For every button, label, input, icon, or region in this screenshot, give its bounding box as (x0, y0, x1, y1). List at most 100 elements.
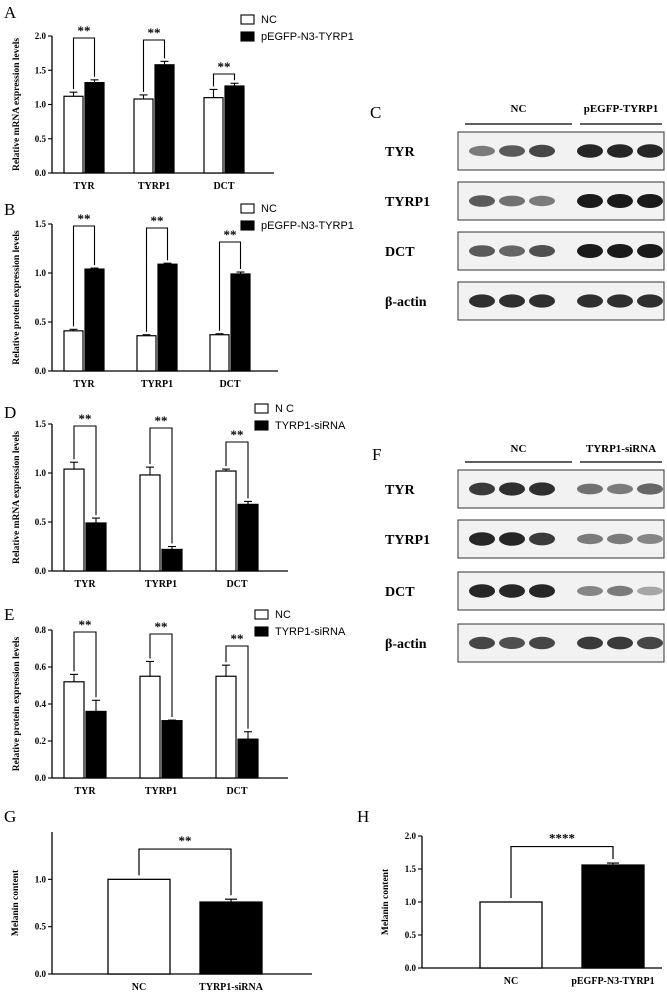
bar-treatment (85, 710, 107, 779)
bar-treatment (237, 738, 259, 779)
bar-nc (107, 878, 171, 975)
chart-h: 0.0 0.5 1.0 1.5 2.0 Melanin content NC pEGFP-N3… (381, 831, 662, 987)
blot-band (607, 585, 633, 597)
bar-treatment (230, 273, 251, 372)
blot-band (637, 144, 663, 158)
legend-swatch-treatment (254, 420, 269, 431)
bar-nc (63, 95, 84, 174)
significance-label: ** (224, 227, 237, 242)
x-category-label: TYR (74, 579, 96, 590)
blot-band (529, 584, 555, 598)
x-category-label: NC (132, 982, 146, 992)
blot-band (577, 194, 603, 208)
y-axis-label: Relative protein expression levels (12, 230, 22, 365)
chart-e: 0.0 0.2 0.4 0.6 0.8 Relative protein expressi… (12, 609, 346, 797)
y-tick-label: 1.5 (35, 219, 47, 229)
y-tick-label: 2.0 (405, 831, 417, 841)
blot-band (469, 294, 495, 308)
significance-bracket (225, 645, 249, 729)
y-tick-label: 1.0 (35, 468, 47, 478)
legend-label-nc: N C (275, 403, 294, 415)
blot-band (499, 145, 525, 157)
blot-band (529, 294, 555, 308)
bar-treatment (199, 901, 263, 975)
y-tick-label: 2.0 (35, 31, 47, 41)
bar-nc (63, 330, 84, 372)
blot-row-label: β-actin (385, 295, 427, 310)
y-axis-label: Relative mRNA expression levels (12, 38, 22, 171)
blot-band (499, 637, 525, 649)
x-category-label: DCT (219, 379, 240, 390)
x-category-label: DCT (213, 181, 234, 192)
significance-bracket (218, 241, 242, 331)
y-axis-label: Melanin content (11, 869, 21, 936)
y-tick-label: 0.0 (35, 168, 47, 178)
significance-label: ** (79, 617, 92, 632)
significance-label: ** (231, 631, 244, 646)
y-tick-label: 1.5 (35, 419, 47, 429)
bar-treatment (157, 263, 178, 372)
blot-band (607, 533, 633, 545)
blot-row-label: β-actin (385, 637, 427, 652)
x-category-label: TYRP1 (145, 786, 177, 797)
blot-band (529, 245, 555, 257)
blot-band (529, 195, 555, 207)
x-category-label: pEGFP-N3-TYRP1 (571, 976, 654, 987)
blot-band (469, 636, 495, 650)
significance-label: ** (151, 213, 164, 228)
blot-row-label: DCT (385, 245, 415, 260)
blot-row-label: TYR (385, 145, 415, 160)
y-tick-label: 0.5 (35, 517, 47, 527)
bar-nc (215, 675, 237, 779)
panel-letter-a: A (4, 3, 17, 22)
blot-band (469, 482, 495, 496)
panel-letter-f: F (372, 445, 381, 464)
panel-letter-c: C (370, 103, 381, 122)
legend-label-treatment: TYRP1-siRNA (275, 626, 346, 638)
western-blot-f: NC TYRP1-siRNA TYR TYRP1 DCT β-actin (385, 443, 665, 663)
blot-group-treatment: TYRP1-siRNA (586, 443, 656, 455)
significance-bracket (72, 225, 96, 327)
bar-nc (133, 98, 154, 174)
y-tick-label: 1.0 (35, 100, 47, 110)
blot-band (499, 195, 525, 207)
blot-band (577, 586, 603, 596)
legend-swatch-treatment (240, 31, 255, 42)
blot-row-label: TYR (385, 483, 415, 498)
bar-nc (479, 901, 543, 969)
x-category-label: TYR (73, 181, 95, 192)
chart-g: 0.0 0.5 1.0 Melanin content NC TYRP1-siRNA ** (11, 832, 312, 992)
chart-a: 0.0 0.5 1.0 1.5 2.0 Relative mRNA expression … (12, 14, 354, 192)
blot-band (577, 244, 603, 258)
bar-nc (63, 681, 85, 779)
blot-band (469, 532, 495, 546)
y-tick-label: 1.0 (35, 268, 47, 278)
blot-band (529, 636, 555, 650)
chart-b: 0.0 0.5 1.0 1.5 Relative protein expression … (12, 203, 354, 390)
legend-swatch-treatment (254, 626, 269, 637)
significance-label: ** (148, 25, 161, 40)
bar-nc (139, 474, 161, 572)
bar-treatment (161, 720, 183, 779)
y-tick-label: 1.0 (35, 874, 47, 884)
chart-d: 0.0 0.5 1.0 1.5 Relative mRNA expression lev… (12, 403, 346, 590)
x-category-label: TYRP1 (141, 379, 173, 390)
blot-band (607, 294, 633, 308)
y-tick-label: 0.4 (35, 699, 47, 709)
panel-letter-b: B (4, 200, 15, 219)
significance-bracket (72, 37, 96, 90)
significance-bracket (73, 425, 97, 516)
bar-nc (139, 675, 161, 779)
bar-nc (209, 334, 230, 372)
y-tick-label: 0.0 (35, 566, 47, 576)
significance-bracket (145, 227, 169, 332)
significance-bracket (225, 441, 249, 499)
blot-band (577, 533, 603, 545)
x-category-label: TYR (74, 786, 96, 797)
significance-label: ** (218, 59, 231, 74)
y-tick-label: 1.5 (35, 65, 47, 75)
y-tick-label: 0.5 (35, 317, 47, 327)
significance-bracket (510, 845, 614, 898)
y-tick-label: 0.5 (35, 922, 47, 932)
